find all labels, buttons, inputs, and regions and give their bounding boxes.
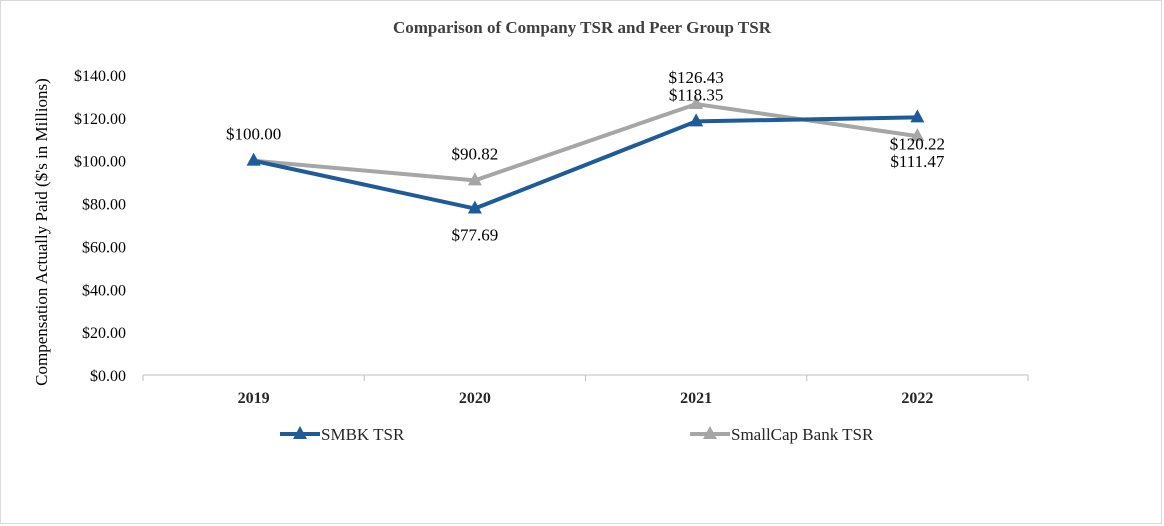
chart-title: Comparison of Company TSR and Peer Group… [393, 18, 772, 37]
legend-item: SMBK TSR [280, 425, 405, 444]
data-label: $126.43 [669, 68, 724, 87]
y-tick-label: $100.00 [74, 154, 126, 171]
axes: $0.00 $20.00 $40.00 $60.00 $80.00 $100.00 $120… [74, 68, 1029, 407]
y-axis-label: Compensation Actually Paid ($'s in Milli… [32, 78, 51, 386]
x-tick-label: 2020 [459, 390, 491, 407]
legend-label: SMBK TSR [321, 425, 405, 444]
x-tick-label: 2019 [238, 390, 270, 407]
data-label: $77.69 [452, 226, 499, 245]
legend-label: SmallCap Bank TSR [731, 425, 874, 444]
legend-marker [293, 426, 307, 439]
data-point-marker [689, 96, 704, 110]
data-point-marker [246, 152, 261, 166]
legend: SMBK TSR SmallCap Bank TSR [280, 425, 874, 444]
y-tick-label: $20.00 [82, 325, 126, 342]
y-tick-label: $140.00 [74, 68, 126, 85]
y-tick-label: $0.00 [90, 368, 126, 385]
data-label: $118.35 [669, 85, 724, 104]
x-tick-label: 2022 [901, 390, 933, 407]
data-point-marker [910, 128, 925, 142]
data-label: $111.47 [890, 152, 944, 171]
series-smbk-tsr [246, 109, 925, 214]
legend-item: SmallCap Bank TSR [690, 425, 874, 444]
legend-marker [703, 426, 717, 439]
y-tick-label: $120.00 [74, 111, 126, 128]
data-label: $120.22 [890, 134, 945, 153]
data-label: $90.82 [452, 144, 499, 163]
x-tick-label: 2021 [680, 390, 712, 407]
data-point-marker [910, 109, 925, 123]
y-tick-label: $80.00 [82, 197, 126, 214]
y-tick-label: $60.00 [82, 239, 126, 256]
data-point-marker [689, 113, 704, 127]
y-tick-label: $40.00 [82, 282, 126, 299]
data-label: $100.00 [226, 125, 281, 144]
series-layer [246, 96, 925, 214]
series-smallcap-bank-tsr [246, 96, 925, 186]
series-line [253, 102, 918, 183]
series-line [253, 115, 918, 211]
data-point-marker [467, 172, 482, 186]
data-point-marker [467, 200, 482, 214]
data-labels: $77.69 $118.35 $120.22 $100.00 $90.82 $126.43… [226, 68, 945, 244]
